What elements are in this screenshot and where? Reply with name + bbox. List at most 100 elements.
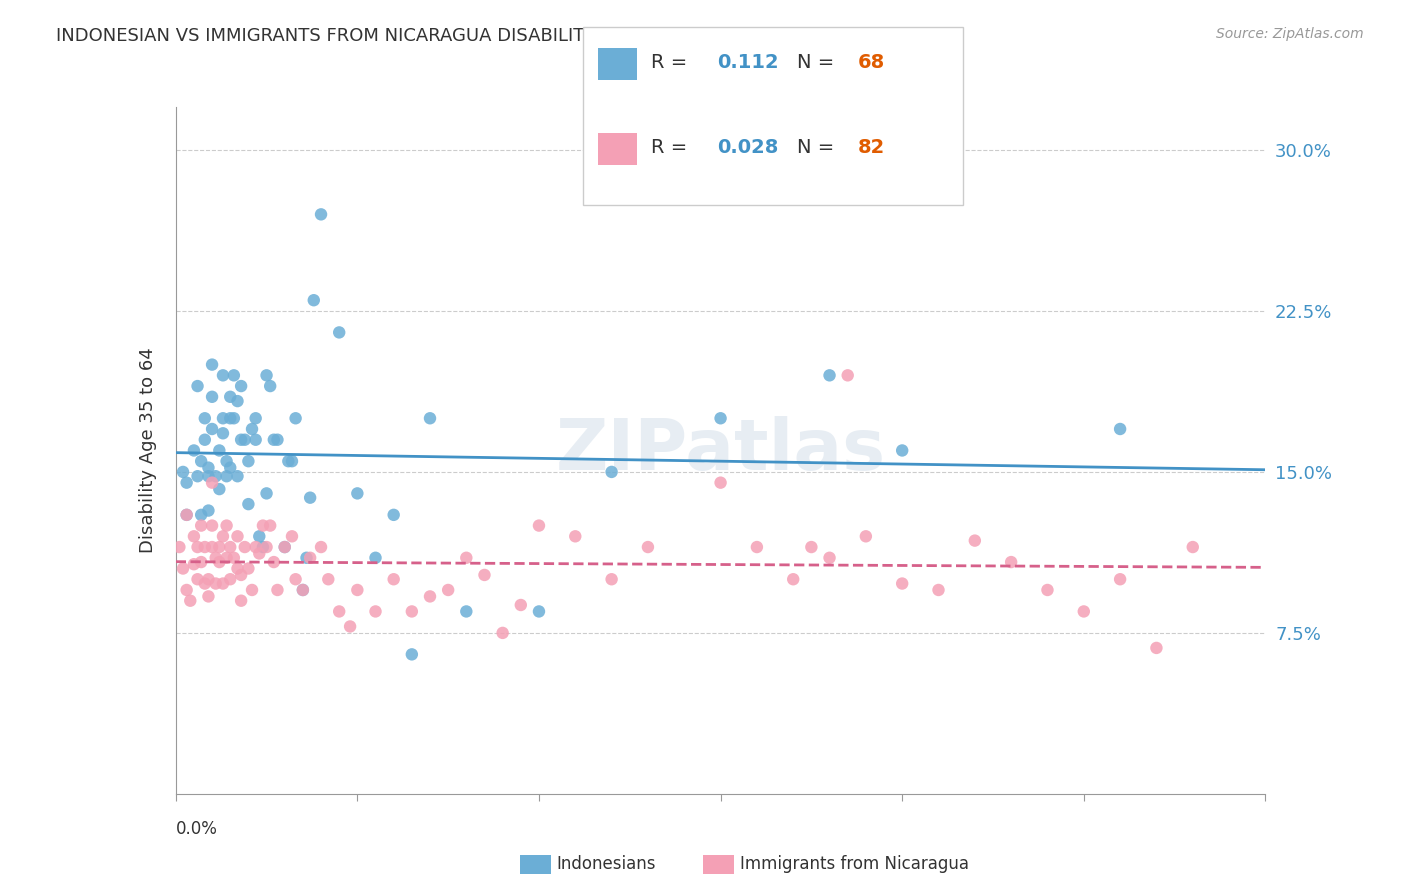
- Point: [710, 475, 733, 490]
- Point: [186, 469, 209, 483]
- Point: [208, 540, 231, 554]
- Y-axis label: Disability Age 35 to 64: Disability Age 35 to 64: [139, 348, 157, 553]
- Point: [637, 540, 659, 554]
- Point: [256, 368, 278, 383]
- Point: [291, 582, 314, 597]
- Point: [419, 411, 441, 425]
- Point: [382, 572, 405, 586]
- Point: [891, 576, 914, 591]
- Point: [208, 482, 231, 496]
- Point: [240, 422, 263, 436]
- Text: R =: R =: [651, 53, 693, 72]
- Point: [231, 433, 253, 447]
- Point: [194, 540, 217, 554]
- Point: [1109, 422, 1132, 436]
- Point: [456, 550, 478, 565]
- Point: [231, 379, 253, 393]
- Point: [194, 411, 217, 425]
- Point: [197, 572, 219, 586]
- Point: [226, 529, 249, 543]
- Point: [204, 576, 226, 591]
- Point: [190, 555, 212, 569]
- Point: [238, 561, 260, 575]
- Point: [800, 540, 823, 554]
- Point: [219, 540, 242, 554]
- Point: [233, 433, 256, 447]
- Point: [231, 568, 253, 582]
- Point: [233, 540, 256, 554]
- Point: [194, 433, 217, 447]
- Point: [194, 576, 217, 591]
- Point: [190, 508, 212, 522]
- Point: [382, 508, 405, 522]
- Point: [818, 368, 841, 383]
- Point: [222, 411, 245, 425]
- Point: [364, 550, 387, 565]
- Point: [509, 598, 531, 612]
- Point: [186, 379, 209, 393]
- Point: [745, 540, 768, 554]
- Point: [201, 475, 224, 490]
- Point: [201, 390, 224, 404]
- Point: [212, 529, 235, 543]
- Point: [328, 604, 350, 618]
- Point: [219, 572, 242, 586]
- Point: [183, 558, 205, 572]
- Point: [252, 518, 274, 533]
- Point: [222, 550, 245, 565]
- Point: [492, 626, 515, 640]
- Point: [245, 411, 267, 425]
- Point: [1146, 640, 1168, 655]
- Point: [172, 465, 194, 479]
- Point: [256, 540, 278, 554]
- Point: [818, 550, 841, 565]
- Point: [419, 590, 441, 604]
- Point: [172, 561, 194, 575]
- Point: [212, 576, 235, 591]
- Text: 0.028: 0.028: [717, 137, 779, 157]
- Point: [259, 518, 281, 533]
- Point: [231, 593, 253, 607]
- Point: [1109, 572, 1132, 586]
- Point: [226, 469, 249, 483]
- Point: [364, 604, 387, 618]
- Point: [855, 529, 877, 543]
- Point: [190, 518, 212, 533]
- Point: [226, 561, 249, 575]
- Point: [456, 604, 478, 618]
- Text: Indonesians: Indonesians: [557, 855, 657, 873]
- Point: [274, 540, 297, 554]
- Point: [263, 433, 285, 447]
- Point: [256, 486, 278, 500]
- Point: [266, 582, 288, 597]
- Point: [710, 411, 733, 425]
- Point: [201, 540, 224, 554]
- Point: [176, 508, 198, 522]
- Point: [226, 394, 249, 409]
- Point: [215, 469, 238, 483]
- Text: 68: 68: [858, 53, 884, 72]
- Text: Immigrants from Nicaragua: Immigrants from Nicaragua: [740, 855, 969, 873]
- Point: [564, 529, 586, 543]
- Point: [284, 572, 307, 586]
- Point: [437, 582, 460, 597]
- Point: [527, 518, 550, 533]
- Point: [238, 497, 260, 511]
- Point: [238, 454, 260, 468]
- Point: [274, 540, 297, 554]
- Point: [277, 454, 299, 468]
- Point: [782, 572, 804, 586]
- Text: N =: N =: [797, 137, 841, 157]
- Point: [197, 460, 219, 475]
- Point: [201, 518, 224, 533]
- Point: [401, 604, 423, 618]
- Point: [295, 550, 318, 565]
- Point: [318, 572, 340, 586]
- Point: [204, 550, 226, 565]
- Point: [245, 433, 267, 447]
- Point: [266, 433, 288, 447]
- Point: [247, 546, 270, 561]
- Point: [204, 469, 226, 483]
- Point: [197, 590, 219, 604]
- Point: [281, 454, 304, 468]
